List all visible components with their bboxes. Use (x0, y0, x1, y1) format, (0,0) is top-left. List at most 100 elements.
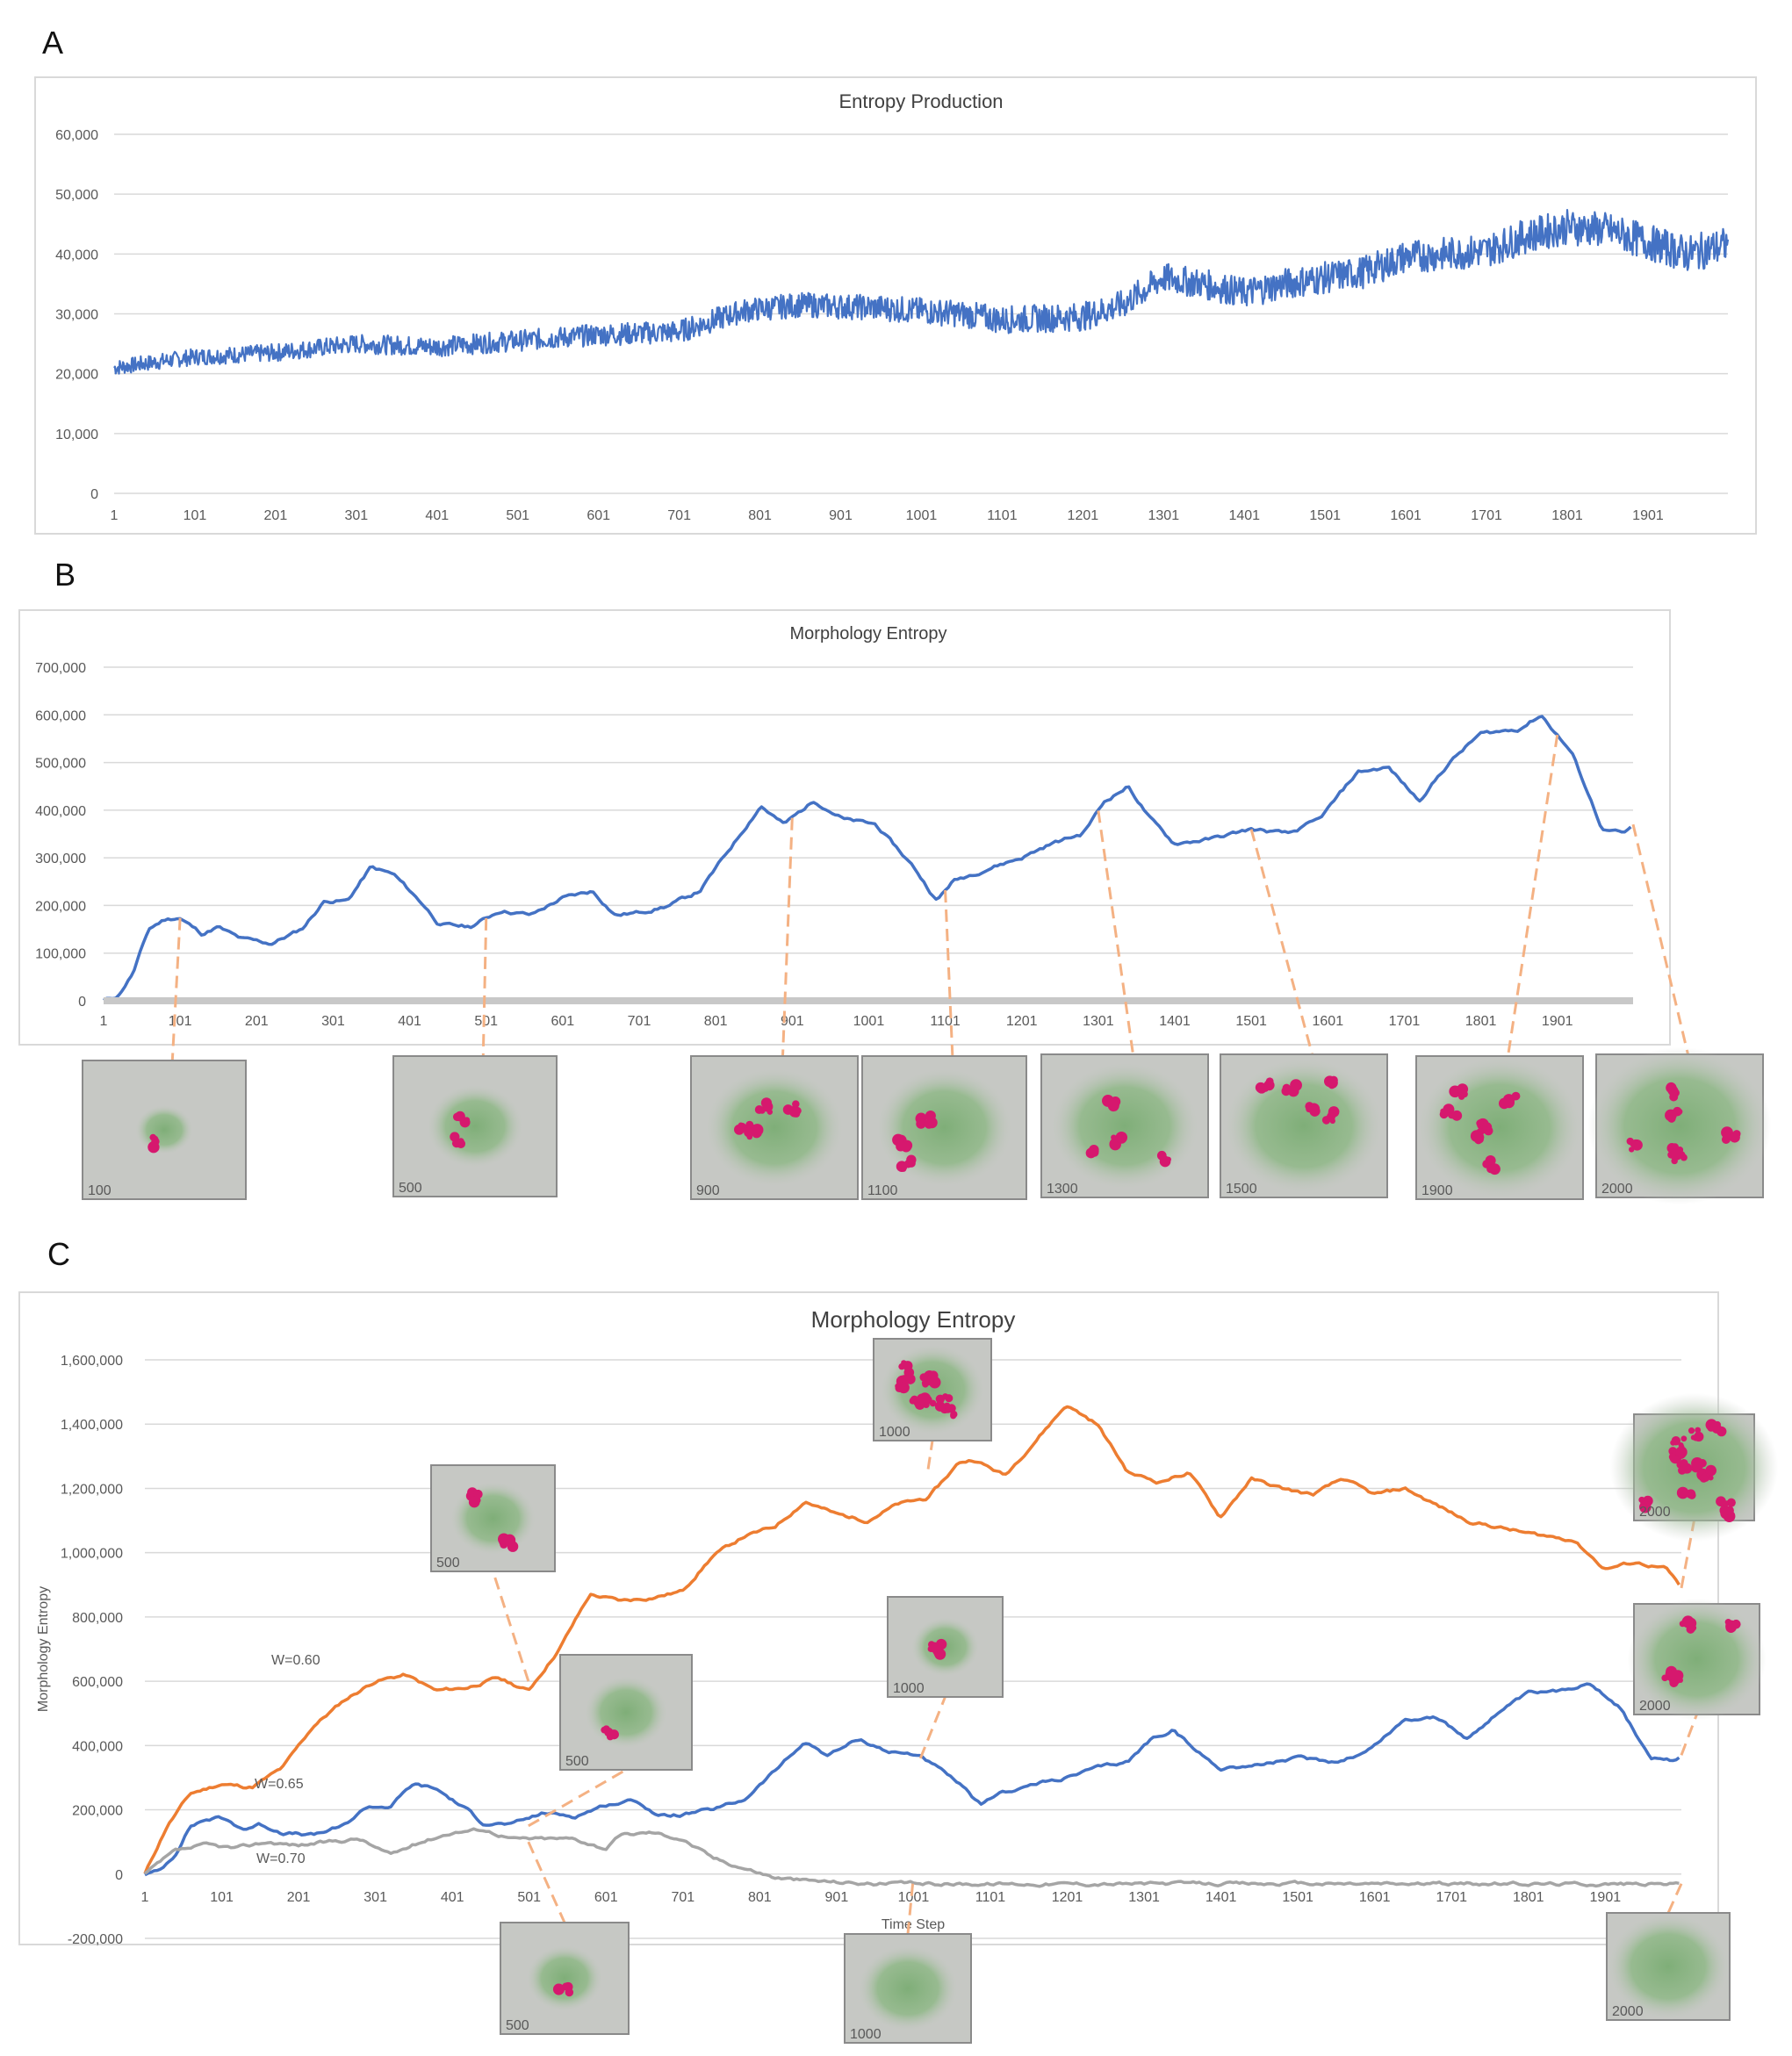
colony-halo (426, 1084, 524, 1168)
x-tick-label: 1801 (1551, 508, 1583, 523)
callout-line (527, 1841, 566, 1923)
x-tick-label: 601 (594, 1890, 618, 1905)
colony-cell (929, 1642, 940, 1653)
series-label: W=0.65 (255, 1777, 304, 1792)
colony-halo (526, 1945, 603, 2012)
x-tick-label: 1801 (1465, 1014, 1497, 1029)
colony-cell (901, 1166, 907, 1172)
snapshot-step-label: 500 (399, 1181, 422, 1196)
chart-title-A: Entropy Production (838, 90, 1003, 112)
colony-cell (608, 1729, 619, 1740)
colony-cell (744, 1127, 754, 1138)
colony-cell (1482, 1122, 1493, 1132)
x-tick-label: 1701 (1436, 1890, 1467, 1905)
colony-cell (473, 1489, 483, 1499)
x-tick-label: 1201 (1006, 1014, 1038, 1029)
snapshot-thumbnail-b0: 100 (82, 1060, 247, 1200)
colony-cell (906, 1154, 917, 1165)
colony-cell (1476, 1119, 1484, 1127)
snapshot-thumbnail-c5: 2000 (1609, 1392, 1779, 1542)
x-tick-label: 1401 (1228, 508, 1260, 523)
snapshot-step-label: 1100 (867, 1183, 898, 1198)
x-tick-label: 501 (474, 1014, 498, 1029)
y-tick-label: 1,600,000 (61, 1354, 123, 1369)
colony-cell (904, 1374, 916, 1384)
colony-cell (921, 1379, 928, 1386)
snapshot-thumbnail-c1: 500 (559, 1654, 693, 1771)
colony-cell (1695, 1427, 1702, 1434)
colony-cell (929, 1399, 937, 1407)
callout-line (1249, 829, 1313, 1055)
colony-cell (1085, 1147, 1097, 1159)
colony-cell (1676, 1108, 1683, 1115)
colony-halo (704, 1068, 845, 1188)
callout-line (1097, 810, 1134, 1055)
y-tick-label: 200,000 (72, 1804, 123, 1819)
chart-title-B: Morphology Entropy (790, 624, 947, 643)
colony-cell (934, 1401, 946, 1412)
colony-cell (925, 1111, 936, 1122)
x-tick-label: 1501 (1235, 1014, 1267, 1029)
x-tick-label: 601 (551, 1014, 575, 1029)
colony-cell (1708, 1475, 1714, 1481)
x-tick-label: 501 (506, 508, 529, 523)
y-tick-label: 1,400,000 (61, 1418, 123, 1433)
x-tick-label: 601 (587, 508, 610, 523)
colony-cell (555, 1984, 564, 1993)
x-tick-label: 1001 (898, 1890, 930, 1905)
colony-cell (1668, 1453, 1676, 1461)
chart-C: Morphology Entropy -200,000 0 200,000 400,00… (18, 1291, 1719, 1947)
x-tick-label: 101 (184, 508, 207, 523)
snapshot-step-label: 1000 (850, 2027, 882, 2042)
colony-halo (1607, 1913, 1730, 2020)
chart-frame-A (34, 76, 1757, 535)
snapshot-step-label: 2000 (1639, 1699, 1671, 1714)
x-tick-label: 201 (287, 1890, 311, 1905)
snapshot-step-label: 2000 (1612, 2004, 1644, 2019)
colony-cell (1691, 1457, 1703, 1470)
x-tick-label: 401 (398, 1014, 421, 1029)
x-tick-label: 1401 (1159, 1014, 1191, 1029)
snapshot-thumbnail-c4: 1000 (844, 1933, 972, 2044)
snapshot-thumbnail-c6: 2000 (1627, 1598, 1767, 1721)
snapshot-step-label: 1500 (1226, 1182, 1257, 1197)
colony-cell (1306, 1105, 1313, 1113)
colony-cell (503, 1534, 516, 1547)
x-tick-label: 801 (748, 1890, 772, 1905)
colony-cell (468, 1496, 480, 1508)
colony-cell (565, 1988, 574, 1997)
series-label: W=0.60 (271, 1653, 320, 1668)
chart-B: Morphology Entropy 0 100,000 200,000 300,000… (18, 609, 1671, 1046)
callout-line (1680, 1520, 1695, 1589)
callout-line (926, 1440, 934, 1470)
colony-halo (1416, 1056, 1583, 1199)
colony-cell (1690, 1434, 1696, 1441)
x-tick-label: 1701 (1471, 508, 1502, 523)
x-tick-label: 1 (141, 1890, 149, 1905)
callout-line (944, 889, 954, 1057)
colony-cell (1440, 1109, 1450, 1118)
x-tick-label: 1401 (1205, 1890, 1237, 1905)
colony-halo (874, 1068, 1014, 1188)
colony-cell (755, 1131, 762, 1137)
x-tick-label: 1001 (906, 508, 938, 523)
colony-cell (1675, 1446, 1688, 1458)
snapshot-thumbnail-b7: 2000 (1587, 1046, 1772, 1205)
colony-halo (1587, 1046, 1772, 1205)
colony-cell (1670, 1147, 1683, 1161)
x-tick-label: 901 (781, 1014, 804, 1029)
colony-cell (760, 1097, 773, 1109)
x-tick-label: 1901 (1542, 1014, 1573, 1029)
colony-cell (1666, 1114, 1673, 1120)
x-tick-label: 1201 (1068, 508, 1099, 523)
colony-cell (794, 1107, 802, 1115)
series-line-W-0-60 (143, 1405, 1680, 1874)
series-line-W-0-65 (144, 1682, 1680, 1877)
colony-cell (1327, 1111, 1336, 1121)
x-tick-label: 501 (517, 1890, 541, 1905)
colony-cell (896, 1377, 903, 1384)
colony-cell (754, 1105, 764, 1114)
y-tick-label: 400,000 (72, 1739, 123, 1754)
colony-cell (1688, 1427, 1695, 1434)
